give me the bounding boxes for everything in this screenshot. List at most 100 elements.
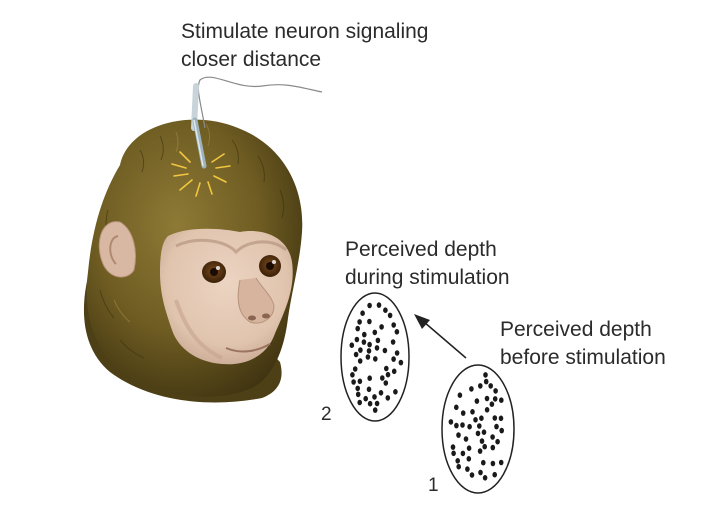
stereo-dot	[383, 307, 388, 313]
ellipse-number-2: 2	[321, 405, 332, 425]
stereo-dot	[373, 330, 378, 336]
during-label-line2: during stimulation	[345, 264, 510, 291]
stereo-dot	[358, 379, 363, 385]
stereo-dot	[461, 410, 466, 416]
stereo-dot	[367, 303, 372, 309]
monkey-head-illustration	[84, 120, 302, 403]
stereo-dot	[469, 386, 474, 392]
stereo-dot	[393, 389, 398, 395]
stereo-dot	[368, 401, 373, 407]
stereo-dot	[454, 423, 459, 429]
stereo-dot	[493, 388, 498, 394]
stereo-dot	[482, 429, 487, 435]
stereo-dot	[465, 466, 470, 472]
stereo-dot	[490, 401, 495, 407]
stereo-dot	[360, 310, 365, 316]
stereo-dot	[461, 451, 466, 457]
stereo-dot	[391, 339, 396, 345]
stimulate-label-line2: closer distance	[181, 46, 321, 73]
stereo-dot	[353, 366, 358, 372]
stereo-dot	[386, 372, 391, 378]
stereo-dot	[491, 461, 496, 467]
stereo-dot	[481, 460, 486, 466]
stereo-dot	[485, 407, 490, 413]
stereo-dot	[499, 428, 504, 434]
stimulate-label-line1: Stimulate neuron signaling	[181, 18, 429, 45]
before-label-line1: Perceived depth	[500, 316, 652, 343]
dot-pattern-during	[341, 293, 409, 421]
depth-shift-arrow	[414, 314, 466, 358]
stereo-dot	[367, 342, 372, 348]
stereo-dot	[456, 464, 461, 470]
stereo-dot	[383, 348, 388, 354]
stereo-dot	[350, 342, 355, 348]
stereo-dot	[454, 405, 459, 411]
stereo-dot	[363, 396, 368, 402]
stereo-dot	[485, 396, 490, 402]
stereo-dot	[375, 401, 380, 407]
stereo-dot	[376, 338, 381, 344]
stereo-dot	[391, 322, 396, 328]
before-label-line2: before stimulation	[500, 344, 666, 371]
stereo-dot	[467, 445, 472, 451]
stereo-dot	[355, 326, 360, 332]
stereo-dot	[367, 319, 372, 325]
stereo-dot	[451, 444, 456, 450]
stereo-dot	[479, 415, 484, 421]
stereo-dot	[399, 360, 404, 366]
stereo-dot	[355, 386, 360, 392]
stereo-dot	[478, 470, 483, 476]
stereo-dot	[456, 432, 461, 438]
stereo-dot	[379, 390, 384, 396]
stereo-dot	[464, 436, 469, 442]
stereo-dot	[490, 434, 495, 440]
dot-pattern-before	[442, 365, 514, 493]
stereo-dot	[386, 395, 391, 401]
stereo-dot	[451, 451, 456, 457]
stereo-dot	[491, 445, 496, 451]
stereo-dot	[395, 350, 400, 356]
stereo-dot	[377, 302, 382, 308]
stereo-dot	[395, 329, 400, 335]
stereo-dot	[372, 394, 377, 400]
stereo-dot	[492, 472, 497, 478]
stereo-dot	[367, 375, 372, 381]
stereo-dot	[379, 324, 384, 330]
stereo-dot	[478, 383, 483, 389]
stereo-dot	[375, 345, 380, 351]
stereo-dot	[493, 415, 498, 421]
stereo-dot	[362, 332, 367, 338]
stereo-dot	[351, 379, 356, 385]
stereo-dot	[475, 398, 480, 404]
stereo-dot	[392, 369, 397, 375]
stereo-dot	[499, 416, 504, 422]
stereo-dot	[494, 424, 499, 430]
stereo-dot	[488, 383, 493, 389]
stereo-dot	[484, 379, 489, 385]
stereo-dot	[388, 313, 393, 319]
stereo-dot	[499, 397, 504, 403]
stereo-dot	[478, 448, 483, 454]
stereo-dot	[367, 348, 372, 354]
stereo-dot	[495, 439, 500, 445]
stereo-dot	[476, 431, 481, 437]
stereo-dot	[357, 400, 362, 406]
stereo-dot	[391, 356, 396, 362]
stereo-dot	[357, 319, 362, 325]
stereo-dot	[367, 387, 372, 393]
ellipse-number-1: 1	[428, 476, 439, 496]
stereo-dot	[470, 472, 475, 478]
stereo-dot	[482, 444, 487, 450]
stereo-dot	[384, 366, 389, 372]
stereo-dot	[449, 419, 454, 425]
stereo-dot	[355, 337, 360, 343]
stereo-dot	[358, 358, 363, 364]
stereo-dot	[473, 417, 478, 423]
stereo-dot	[455, 458, 460, 464]
stereo-dot	[354, 352, 359, 358]
stereo-dot	[483, 475, 488, 481]
stereo-dot	[373, 407, 378, 413]
stereo-dot	[384, 380, 389, 386]
stereo-dot	[460, 422, 465, 428]
stereo-dot	[493, 396, 498, 402]
